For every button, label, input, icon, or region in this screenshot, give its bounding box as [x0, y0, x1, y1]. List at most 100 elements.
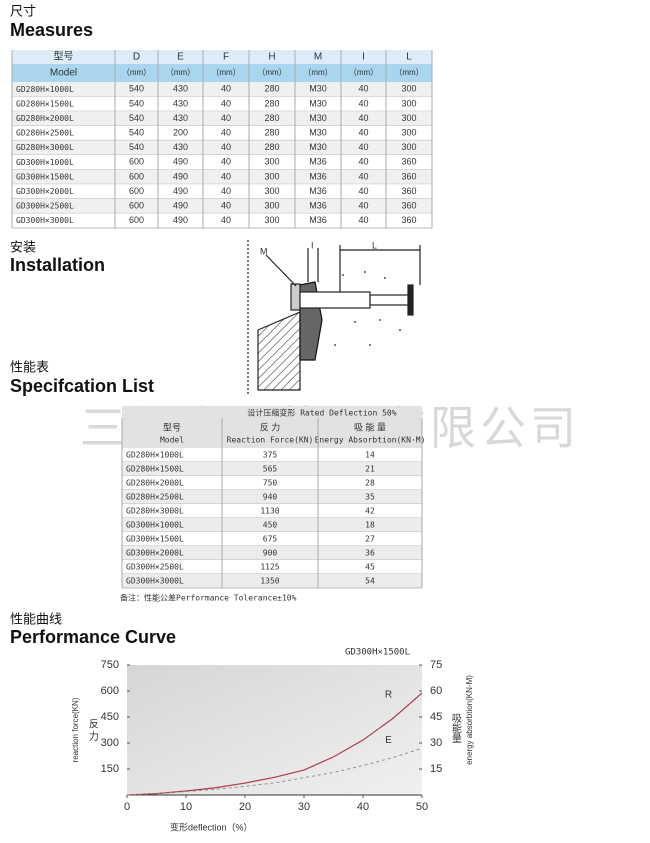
table-cell: 300 [401, 127, 416, 137]
table-cell: 1130 [260, 507, 279, 516]
dimension-label: L [372, 240, 377, 250]
table-cell: M36 [309, 157, 327, 167]
table-cell: 40 [358, 215, 368, 225]
table-cell: GD300H×1000L [16, 158, 74, 167]
table-cell: 21 [365, 465, 375, 474]
table-cell: 200 [173, 127, 188, 137]
table-cell: 540 [129, 127, 144, 137]
column-header: 型号 [163, 422, 181, 432]
table-cell: 40 [221, 215, 231, 225]
table-cell: 28 [365, 479, 375, 488]
table-row [12, 198, 432, 214]
table-cell: GD280H×2000L [126, 479, 184, 488]
table-cell: 360 [401, 215, 416, 225]
table-cell: 540 [129, 84, 144, 94]
header-row [12, 64, 432, 82]
y2-axis-label-cn: 吸能量 [449, 713, 461, 743]
table-cell: 40 [221, 142, 231, 152]
table-row [12, 169, 432, 185]
table-cell: GD280H×3000L [126, 507, 184, 516]
header-row [122, 406, 422, 448]
table-cell: 540 [129, 113, 144, 123]
unit-label: （mm） [394, 68, 423, 77]
y-tick-label: 600 [101, 685, 119, 697]
section-title-cn: 安装 [10, 239, 36, 254]
table-cell: 300 [264, 215, 279, 225]
table-cell: 40 [358, 157, 368, 167]
table-cell: 280 [264, 127, 279, 137]
table-cell: 430 [173, 142, 188, 152]
table-cell: GD280H×1000L [126, 451, 184, 460]
table-cell: 280 [264, 84, 279, 94]
unit-label: （mm） [257, 68, 286, 77]
y-tick-label: 450 [101, 711, 119, 723]
table-cell: 300 [264, 157, 279, 167]
unit-label: （mm） [211, 68, 240, 77]
table-row [12, 140, 432, 155]
table-cell: 42 [365, 507, 375, 516]
column-header: Reaction Force(KN) [227, 436, 314, 445]
section-title: Specifcation List [10, 376, 154, 396]
table-cell: 1350 [260, 577, 279, 586]
table-cell: 54 [365, 577, 375, 586]
section-title: Performance Curve [10, 627, 176, 647]
table-cell: 40 [358, 186, 368, 196]
table-cell: M36 [309, 200, 327, 210]
table-cell: M30 [309, 84, 327, 94]
table-cell: 280 [264, 113, 279, 123]
y-axis-label: reaction force(KN) [71, 697, 80, 762]
table-cell: M30 [309, 142, 327, 152]
table-cell: 750 [263, 479, 278, 488]
y2-tick-label: 75 [430, 659, 442, 671]
table-row [12, 213, 432, 228]
table-cell: 18 [365, 521, 375, 530]
table-cell: 40 [358, 98, 368, 108]
table-cell: GD300H×1500L [126, 535, 184, 544]
table-cell: 40 [358, 113, 368, 123]
table-cell: M36 [309, 215, 327, 225]
table-cell: GD280H×2000L [16, 114, 74, 123]
column-header: L [406, 52, 412, 63]
table-cell: 600 [129, 157, 144, 167]
table-cell: GD300H×2000L [16, 187, 74, 196]
table-cell: 450 [263, 521, 278, 530]
table-cell: GD280H×3000L [16, 143, 74, 152]
table-row [12, 125, 432, 141]
table-row [12, 111, 432, 126]
section-title-cn: 性能曲线 [10, 611, 62, 626]
y2-tick-label: 45 [430, 711, 442, 723]
table-row [12, 96, 432, 112]
table-cell: 300 [401, 98, 416, 108]
dimension-label: I [311, 240, 314, 250]
plot-area [127, 665, 422, 795]
table-cell: 40 [221, 127, 231, 137]
table-cell: 300 [264, 186, 279, 196]
table-cell: 490 [173, 186, 188, 196]
table-cell: 300 [264, 200, 279, 210]
table-cell: GD300H×2500L [16, 202, 74, 211]
table-cell: M36 [309, 186, 327, 196]
dimension-label: M [260, 246, 268, 256]
table-cell: 40 [358, 127, 368, 137]
x-tick-label: 40 [357, 801, 369, 813]
table-cell: 280 [264, 142, 279, 152]
y2-tick-label: 60 [430, 685, 442, 697]
table-cell: 375 [263, 451, 278, 460]
table-cell: 675 [263, 535, 278, 544]
table-cell: GD280H×2500L [126, 493, 184, 502]
table-caption: 设计压缩变形 Rated Deflection 50% [247, 408, 396, 418]
y-tick-label: 750 [101, 659, 119, 671]
unit-label: （mm） [122, 68, 151, 77]
table-cell: GD300H×1000L [126, 521, 184, 530]
table-cell: M36 [309, 171, 327, 181]
x-tick-label: 50 [416, 801, 428, 813]
table-cell: 900 [263, 549, 278, 558]
table-cell: 940 [263, 493, 278, 502]
table-cell: 40 [221, 157, 231, 167]
column-header: E [177, 52, 184, 63]
table-cell: 40 [221, 171, 231, 181]
table-row [122, 560, 422, 574]
table-cell: 27 [365, 535, 375, 544]
table-cell: 40 [221, 98, 231, 108]
series-label: E [385, 735, 392, 746]
